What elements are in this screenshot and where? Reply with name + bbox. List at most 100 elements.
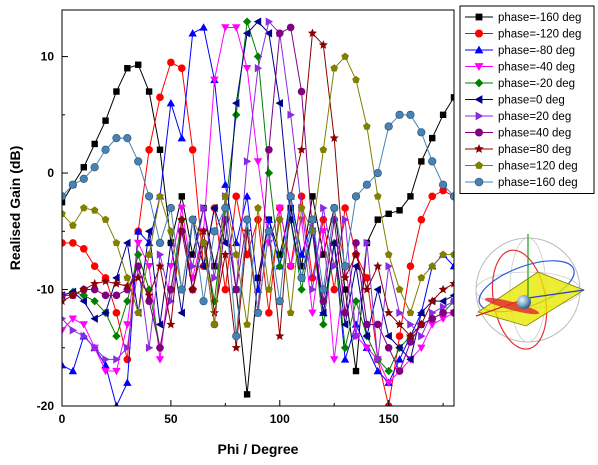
data-point [396, 207, 403, 214]
data-point [330, 285, 339, 294]
legend-marker [474, 78, 484, 88]
data-point [167, 285, 175, 294]
data-point [373, 192, 382, 200]
data-point [242, 17, 252, 26]
data-point [417, 128, 426, 137]
data-point [199, 262, 207, 271]
legend-item: phase=-160 deg [465, 12, 581, 24]
data-point [264, 168, 274, 178]
legend-item: phase=40 deg [465, 128, 571, 140]
data-point [309, 285, 317, 294]
data-point [363, 274, 371, 282]
data-point [330, 203, 339, 213]
legend-marker [474, 45, 484, 54]
data-point [232, 285, 241, 294]
data-point [68, 180, 77, 189]
data-point [319, 297, 328, 305]
data-point [407, 320, 415, 329]
data-point [145, 297, 153, 305]
data-point [450, 309, 454, 317]
data-point [330, 356, 339, 364]
series-line [62, 32, 454, 348]
data-point [155, 320, 164, 329]
data-point [111, 278, 122, 288]
data-point [79, 244, 88, 253]
data-point [178, 193, 185, 200]
legend-label: phase=20 deg [498, 111, 571, 123]
data-point [428, 321, 437, 329]
data-point [450, 296, 454, 306]
data-point [297, 216, 306, 224]
legend-item: phase=-120 deg [465, 29, 581, 41]
data-point [362, 180, 371, 189]
data-point [254, 215, 262, 224]
data-point [308, 274, 317, 282]
data-point [90, 285, 99, 294]
data-point [122, 281, 132, 290]
inset-y-axis [527, 289, 585, 299]
data-point [265, 285, 273, 293]
data-point [231, 342, 241, 352]
data-point [79, 204, 88, 212]
data-point [439, 180, 448, 189]
data-point [144, 227, 153, 236]
inset-main-lobe [484, 297, 540, 315]
data-point [177, 204, 186, 213]
data-point [417, 273, 426, 282]
data-point [123, 296, 132, 306]
data-point [319, 320, 328, 329]
data-point [166, 319, 176, 329]
data-point [145, 343, 154, 352]
legend-marker [474, 177, 484, 187]
data-point [62, 296, 67, 306]
data-point [177, 64, 186, 73]
data-point [396, 308, 404, 318]
data-point [297, 192, 306, 201]
data-point [297, 285, 306, 294]
legend-item: phase=-20 deg [465, 78, 575, 90]
data-point [286, 308, 295, 317]
y-tick-label: 0 [47, 166, 54, 180]
data-point [243, 391, 251, 398]
data-point [242, 226, 252, 236]
data-point [417, 344, 426, 352]
data-point [319, 285, 328, 294]
x-tick-label: 100 [270, 412, 290, 426]
data-point [79, 174, 88, 183]
data-point [90, 278, 100, 288]
data-point [265, 17, 274, 26]
data-point [177, 308, 185, 318]
data-point [362, 344, 372, 352]
data-point [199, 23, 208, 31]
data-point [384, 250, 393, 258]
x-tick-label: 50 [164, 412, 178, 426]
data-point [428, 314, 437, 323]
data-point [156, 343, 164, 352]
inset-center-sphere [517, 295, 531, 309]
axis-layer: 0 50 100 150 -20 -10 0 10 [37, 50, 444, 426]
data-point [253, 308, 263, 317]
data-point [275, 297, 284, 306]
data-point [90, 206, 99, 214]
data-point [341, 52, 349, 60]
data-point [242, 192, 252, 200]
data-point [296, 144, 307, 154]
data-point [363, 320, 371, 329]
legend-label: phase=160 deg [498, 177, 578, 189]
data-point [416, 319, 426, 329]
data-point [297, 204, 306, 212]
data-point [144, 290, 154, 300]
data-point [373, 261, 383, 271]
data-point [155, 261, 165, 271]
data-point [351, 192, 361, 201]
data-point [198, 226, 209, 236]
data-point [405, 331, 416, 340]
data-point [69, 221, 77, 229]
data-point [199, 238, 208, 247]
data-point [406, 355, 414, 364]
data-point [134, 250, 143, 259]
data-point [428, 262, 437, 270]
data-point [449, 262, 454, 270]
data-point [156, 146, 164, 153]
data-point [100, 276, 111, 286]
